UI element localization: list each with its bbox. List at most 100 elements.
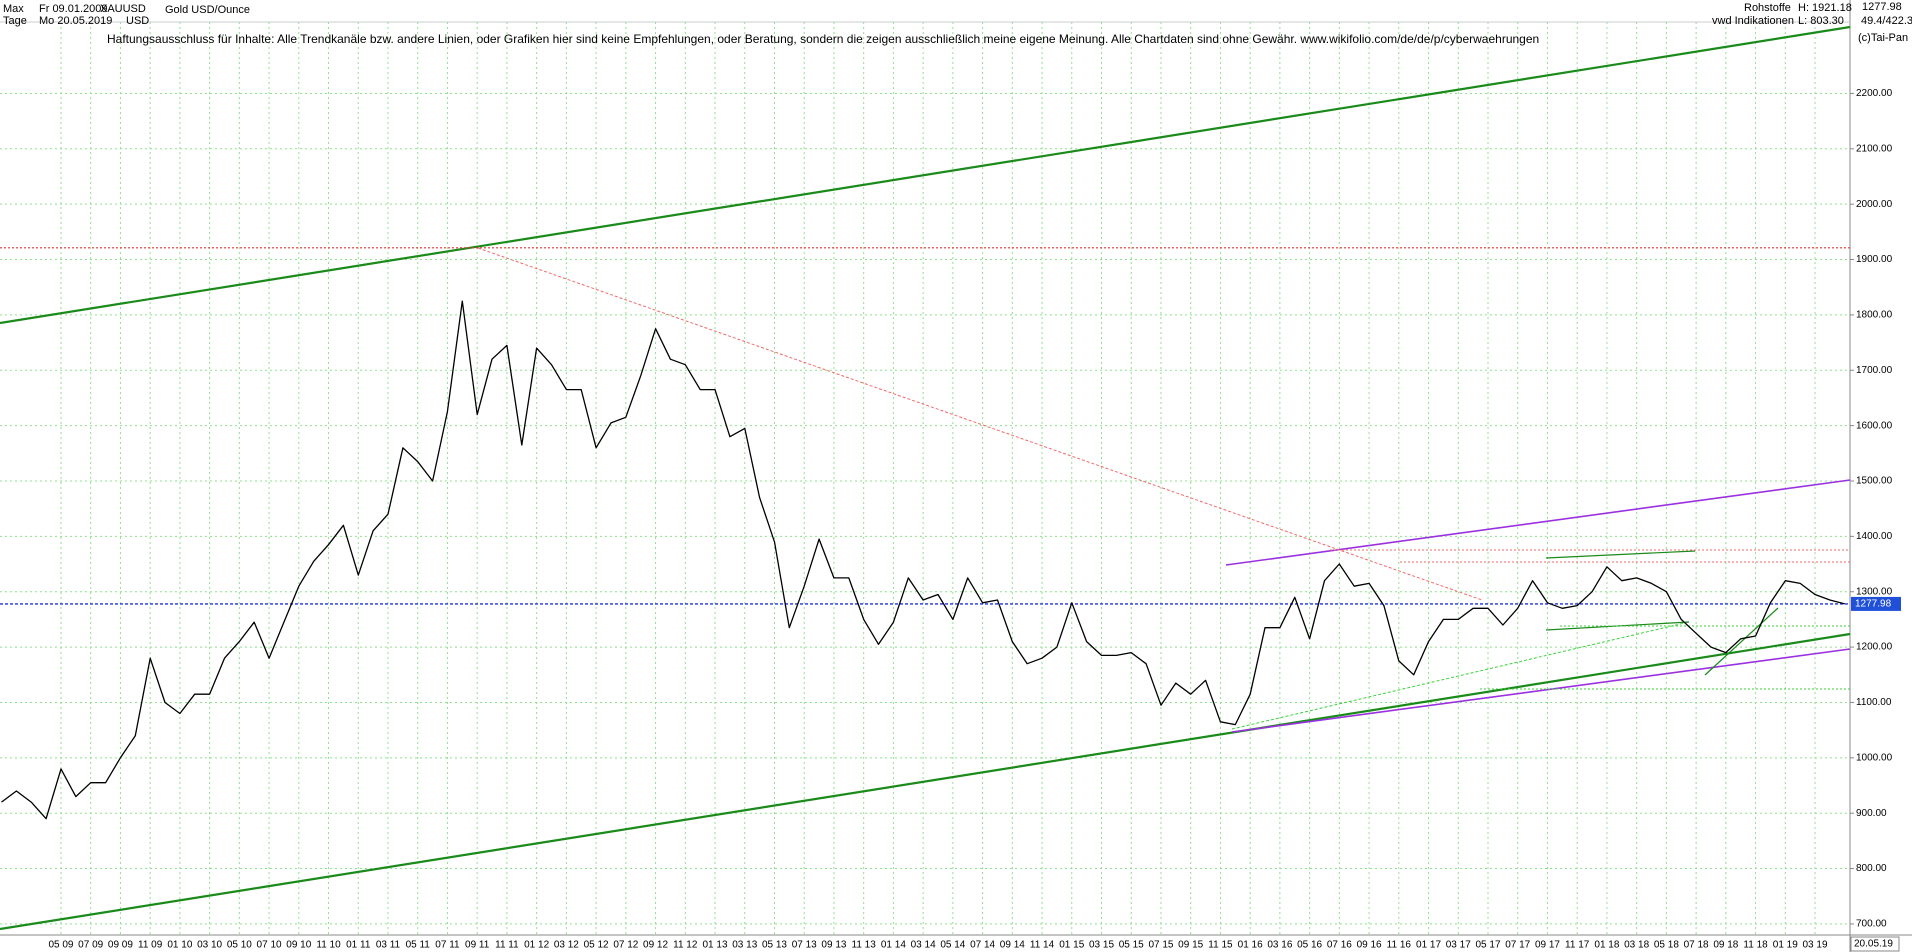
x-tick-label: 05 09 [48, 940, 73, 951]
y-tick-label: 1100.00 [1856, 697, 1892, 708]
x-tick-label: 11 10 [316, 940, 341, 951]
x-tick-label: 07 16 [1327, 940, 1352, 951]
x-tick-label: 03 14 [911, 940, 936, 951]
x-tick-label: 05 13 [762, 940, 787, 951]
x-tick-label: 05 16 [1297, 940, 1322, 951]
x-tick-label: 09 09 [108, 940, 133, 951]
y-tick-label: 2000.00 [1856, 199, 1893, 210]
x-tick-label: 03 16 [1267, 940, 1292, 951]
x-tick-label: 07 17 [1505, 940, 1530, 951]
x-tick-label: 01 16 [1238, 940, 1263, 951]
x-tick-label: 01 12 [524, 940, 549, 951]
x-tick-label: 07 13 [792, 940, 817, 951]
x-tick-label: 05 12 [584, 940, 609, 951]
x-tick-label: 09 14 [1000, 940, 1025, 951]
x-tick-label: 05 15 [1119, 940, 1144, 951]
low-label: L: 803.30 [1798, 15, 1844, 27]
start-date: Fr 09.01.2009 [39, 3, 108, 15]
x-tick-label: 11 11 [495, 940, 519, 951]
x-tick-label: 11 09 [138, 940, 163, 951]
x-end-box [1850, 936, 1900, 952]
trend-line [477, 247, 1483, 601]
grid [0, 22, 1850, 935]
x-tick-label: 09 17 [1535, 940, 1560, 951]
last-price-box [1851, 596, 1901, 611]
disclaimer: Haftungsausschluss für Inhalte: Alle Tre… [107, 32, 1539, 46]
interval[interactable]: Tage [3, 15, 27, 27]
x-tick-label: 03 13 [732, 940, 757, 951]
x-tick-label: 05 17 [1475, 940, 1500, 951]
y-tick-label: 2200.00 [1856, 88, 1893, 99]
x-tick-label: 03 10 [197, 940, 222, 951]
y-tick-label: 700.00 [1856, 919, 1887, 930]
x-tick-label: 01 13 [703, 940, 728, 951]
copyright: (c)Tai-Pan [1858, 32, 1908, 44]
x-tick-label: 11 14 [1030, 940, 1055, 951]
y-tick-label: 900.00 [1856, 808, 1887, 819]
x-tick-label: 03 19 [1803, 940, 1828, 951]
trend-line [0, 632, 1851, 931]
y-tick-label: 800.00 [1856, 863, 1887, 874]
x-tick-label: 11 16 [1387, 940, 1412, 951]
x-tick-label: 09 13 [821, 940, 846, 951]
x-tick-label: 07 12 [613, 940, 638, 951]
symbol: XAUUSD [100, 3, 146, 15]
source: vwd Indikationen [1712, 15, 1794, 27]
y-tick-label: 1500.00 [1856, 476, 1893, 487]
x-tick-label: 05 11 [406, 940, 431, 951]
range-text: 49.4/422.3 [1861, 15, 1912, 27]
price-line [1, 300, 1845, 820]
x-tick-label: 07 14 [970, 940, 995, 951]
x-tick-label: 09 11 [465, 940, 490, 951]
y-tick-label: 1600.00 [1856, 420, 1893, 431]
x-tick-label: 01 17 [1416, 940, 1441, 951]
x-tick-label: 11 17 [1565, 940, 1590, 951]
x-tick-label: 11 18 [1743, 940, 1768, 951]
x-tick-label: 01 11 [346, 940, 371, 951]
y-tick-label: 1700.00 [1856, 365, 1893, 376]
x-tick-label: 05 10 [227, 940, 252, 951]
end-date: Mo 20.05.2019 [39, 15, 112, 27]
x-tick-label: 09 15 [1178, 940, 1203, 951]
x-tick-label: 07 15 [1148, 940, 1173, 951]
x-tick-label: 05 18 [1654, 940, 1679, 951]
x-tick-label: 03 12 [554, 940, 579, 951]
trend-line [1231, 621, 1690, 730]
x-tick-label: 09 18 [1713, 940, 1738, 951]
y-tick-label: 1400.00 [1856, 531, 1893, 542]
x-tick-label: 03 15 [1089, 940, 1114, 951]
x-tick-label: 01 18 [1594, 940, 1619, 951]
x-tick-label: 03 11 [376, 940, 401, 951]
trend-line [0, 25, 1851, 325]
x-tick-label: 09 12 [643, 940, 668, 951]
x-tick-label: 05 14 [940, 940, 965, 951]
x-tick-label: 01 14 [881, 940, 906, 951]
period[interactable]: Max [3, 3, 24, 15]
x-tick-label: 11 13 [852, 940, 877, 951]
x-tick-label: 01 10 [167, 940, 192, 951]
x-tick-label: 03 18 [1624, 940, 1649, 951]
trend-lines [0, 25, 1851, 931]
x-tick-label: 20.05.19 [1854, 939, 1893, 950]
x-tick-label: 07 10 [257, 940, 282, 951]
x-tick-label: 01 19 [1773, 940, 1798, 951]
currency: USD [126, 15, 149, 27]
trend-line [1231, 648, 1851, 733]
y-tick-label: 1200.00 [1856, 642, 1893, 653]
trend-line [1704, 607, 1779, 676]
y-tick-label: 2100.00 [1856, 143, 1893, 154]
x-tick-label: 07 11 [435, 940, 460, 951]
y-tick-label: 1800.00 [1856, 310, 1893, 321]
y-tick-label: 1000.00 [1856, 752, 1893, 763]
high-label: H: 1921.18 [1798, 2, 1852, 14]
x-tick-label: 07 18 [1684, 940, 1709, 951]
trend-line [1545, 550, 1696, 559]
marks [0, 247, 1850, 820]
x-tick-label: 01 15 [1059, 940, 1084, 951]
x-tick-label: 03 17 [1446, 940, 1471, 951]
group: Rohstoffe [1744, 2, 1791, 14]
x-tick-label: 09 10 [286, 940, 311, 951]
last-price: 1277.98 [1862, 1, 1902, 13]
